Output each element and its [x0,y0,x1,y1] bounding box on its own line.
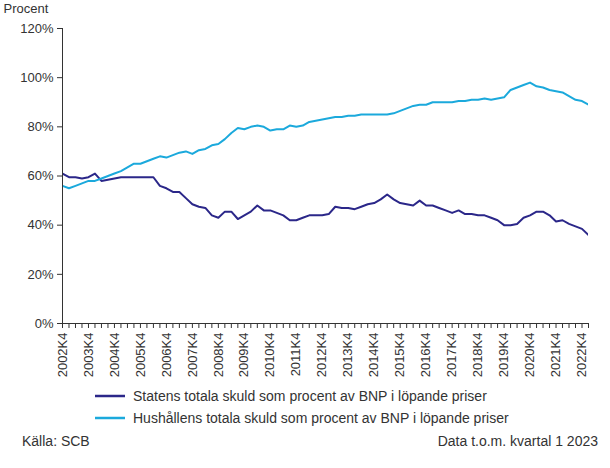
html-text:Källa: SCB: Källa: SCB [22,433,90,449]
svg-text:2021K4: 2021K4 [548,333,563,378]
svg-text:0%: 0% [35,316,54,331]
svg-text:80%: 80% [27,119,53,134]
svg-text:100%: 100% [20,70,54,85]
html-text:Data t.o.m. kvartal 1 2023: Data t.o.m. kvartal 1 2023 [437,433,598,449]
svg-text:40%: 40% [27,217,53,232]
svg-text:2011K4: 2011K4 [288,333,303,377]
svg-text:2020K4: 2020K4 [522,333,537,378]
html-text:Statens totala skuld som proce: Statens totala skuld som procent av BNP … [133,388,487,404]
svg-text:2018K4: 2018K4 [470,333,485,378]
svg-text:2002K4: 2002K4 [55,333,70,378]
svg-text:2016K4: 2016K4 [418,333,433,378]
svg-text:2009K4: 2009K4 [236,333,251,378]
svg-text:60%: 60% [27,168,53,183]
svg-text:2013K4: 2013K4 [340,333,355,378]
svg-text:2015K4: 2015K4 [392,333,407,378]
svg-text:2005K4: 2005K4 [133,333,148,378]
svg-text:2007K4: 2007K4 [185,333,200,378]
svg-text:2003K4: 2003K4 [81,333,96,378]
svg-text:2017K4: 2017K4 [444,333,459,378]
html-text:Hushållens totala skuld som pr: Hushållens totala skuld som procent av B… [133,410,509,426]
svg-text:2006K4: 2006K4 [159,333,174,378]
svg-text:2019K4: 2019K4 [496,333,511,378]
svg-text:2022K4: 2022K4 [574,333,589,378]
svg-text:2010K4: 2010K4 [262,333,277,378]
svg-text:2012K4: 2012K4 [314,333,329,378]
svg-text:2008K4: 2008K4 [211,333,226,378]
svg-text:Procent: Procent [4,1,49,16]
svg-text:2004K4: 2004K4 [107,333,122,378]
svg-text:2014K4: 2014K4 [366,333,381,378]
svg-text:20%: 20% [27,266,53,281]
svg-text:120%: 120% [20,21,54,36]
